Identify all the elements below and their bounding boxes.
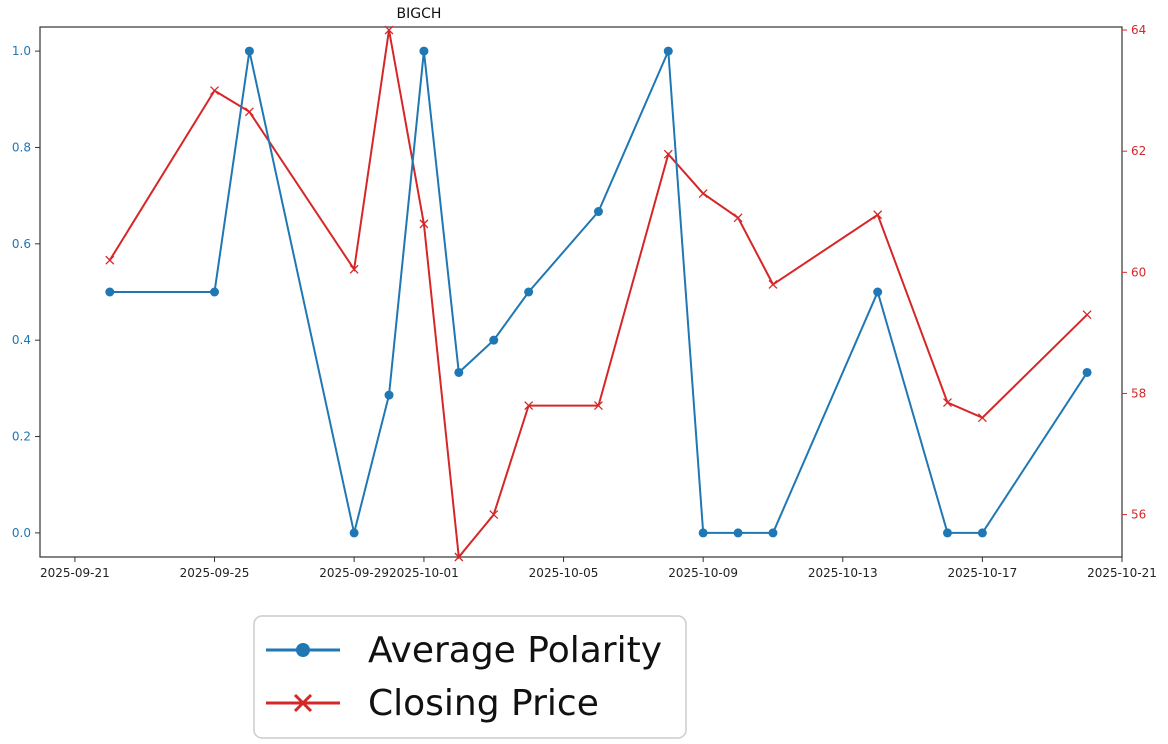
- data-point-polarity: [977, 528, 987, 538]
- data-point-polarity: [349, 528, 359, 538]
- legend-label-polarity: Average Polarity: [368, 630, 662, 671]
- data-point-price: [210, 86, 219, 96]
- x-tick-label: 2025-10-09: [668, 566, 738, 580]
- left-y-axis: 0.0 0.2 0.4 0.6 0.8 1.0: [12, 44, 40, 540]
- data-point-price: [1082, 310, 1092, 320]
- x-tick-label: 2025-10-17: [948, 566, 1018, 580]
- data-point-price: [873, 210, 883, 220]
- data-point-polarity: [419, 46, 429, 56]
- legend: Average Polarity Closing Price: [253, 615, 687, 739]
- legend-box: [253, 615, 687, 739]
- chart-title: BIGCH: [397, 6, 442, 22]
- x-tick-label: 2025-10-21: [1087, 566, 1157, 580]
- data-point-price: [593, 401, 603, 411]
- plot-frame: [39, 26, 1123, 558]
- legend-marker-polarity: [296, 643, 310, 657]
- data-point-polarity: [663, 46, 673, 56]
- data-point-price: [419, 219, 429, 229]
- data-point-polarity: [942, 528, 952, 538]
- x-axis: 2025-09-21 2025-09-25 2025-09-29 2025-10-01…: [40, 557, 1157, 580]
- data-point-polarity: [873, 287, 883, 297]
- series-line-price: [108, 29, 1088, 560]
- data-point-price: [768, 279, 778, 289]
- data-point-polarity: [384, 390, 394, 400]
- x-tick-label: 2025-10-13: [808, 566, 878, 580]
- left-y-tick-label: 0.8: [12, 140, 31, 154]
- data-point-polarity: [105, 287, 115, 297]
- data-point-price: [384, 25, 394, 35]
- left-y-tick-label: 0.6: [12, 237, 31, 251]
- data-point-price: [977, 413, 987, 423]
- data-point-price: [489, 510, 499, 520]
- left-y-tick-label: 1.0: [12, 44, 31, 58]
- right-y-tick-label: 64: [1131, 23, 1146, 37]
- data-point-price: [349, 264, 359, 274]
- x-tick-label: 2025-10-01: [389, 566, 459, 580]
- data-point-polarity: [768, 528, 778, 538]
- data-point-price: [943, 398, 952, 408]
- data-point-polarity: [454, 367, 464, 377]
- data-point-price: [105, 255, 115, 265]
- series-layer: [105, 25, 1092, 562]
- data-point-polarity: [210, 287, 220, 297]
- data-point-polarity: [733, 528, 743, 538]
- right-y-tick-label: 60: [1131, 265, 1146, 279]
- data-point-price: [524, 401, 534, 411]
- data-point-polarity: [1082, 367, 1092, 377]
- data-point-polarity: [593, 207, 603, 217]
- left-y-tick-label: 0.0: [12, 526, 31, 540]
- x-tick-label: 2025-09-29: [319, 566, 389, 580]
- legend-marker-price: [293, 693, 313, 713]
- data-point-price: [454, 552, 464, 562]
- series-line-polarity: [109, 50, 1088, 534]
- data-point-price: [698, 189, 708, 199]
- x-tick-label: 2025-09-25: [180, 566, 250, 580]
- data-point-polarity: [524, 287, 534, 297]
- x-tick-label: 2025-10-05: [529, 566, 599, 580]
- x-tick-label: 2025-09-21: [40, 566, 110, 580]
- right-y-tick-label: 58: [1131, 386, 1146, 400]
- right-y-axis: 56 58 60 62 64: [1122, 23, 1146, 522]
- data-point-polarity: [244, 46, 254, 56]
- left-y-tick-label: 0.2: [12, 430, 31, 444]
- data-point-price: [733, 213, 743, 223]
- left-y-tick-label: 0.4: [12, 333, 31, 347]
- data-point-price: [663, 149, 673, 159]
- data-point-polarity: [489, 335, 499, 345]
- right-y-tick-label: 56: [1131, 508, 1146, 522]
- data-point-price: [244, 107, 254, 117]
- right-y-tick-label: 62: [1131, 144, 1146, 158]
- data-point-polarity: [698, 528, 708, 538]
- legend-label-price: Closing Price: [368, 683, 599, 724]
